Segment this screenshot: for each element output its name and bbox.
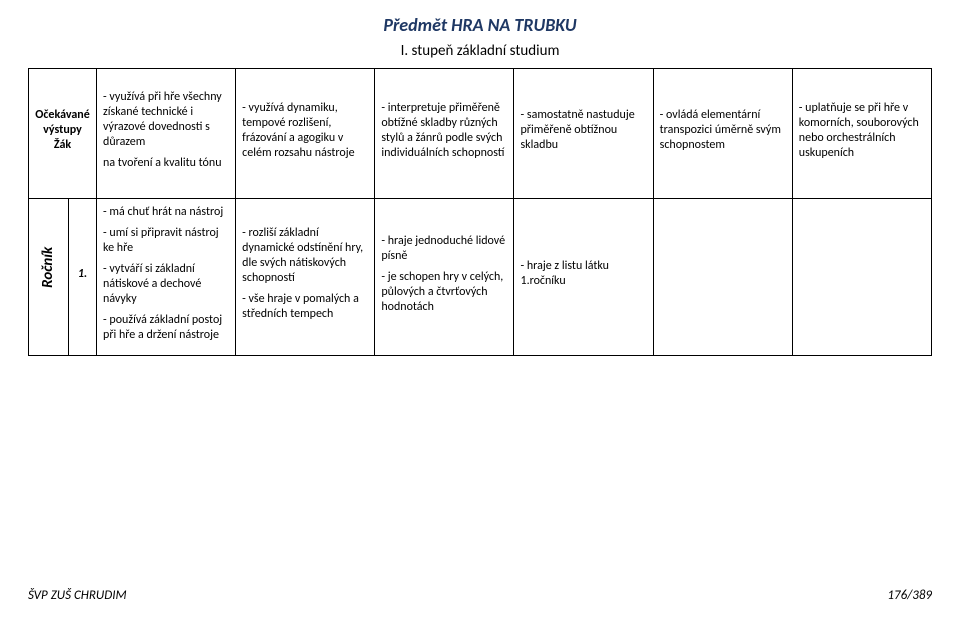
- row-side-label: Ročník: [39, 261, 58, 288]
- footer-right: 176/389: [887, 588, 932, 609]
- body-cell: - hraje z listu látku 1.ročníku: [514, 199, 653, 356]
- page-title: Předmět HRA NA TRUBKU: [28, 14, 932, 36]
- body-cell: - má chuť hrát na nástroj- umí si připra…: [97, 199, 236, 356]
- table-header-row: Očekávané výstupyŽák - využívá při hře v…: [29, 69, 932, 199]
- header-cell: - využívá dynamiku, tempové rozlišení, f…: [236, 69, 375, 199]
- row-side-label-cell: Ročník: [29, 199, 69, 356]
- header-cell: - interpretuje přiměřeně obtížné skladby…: [375, 69, 514, 199]
- body-cell: [653, 199, 792, 356]
- body-cell: - hraje jednoduché lidové písně- je scho…: [375, 199, 514, 356]
- page: Předmět HRA NA TRUBKU I. stupeň základní…: [0, 0, 960, 619]
- header-cell: - využívá při hře všechny získané techni…: [97, 69, 236, 199]
- curriculum-table: Očekávané výstupyŽák - využívá při hře v…: [28, 68, 932, 356]
- table-row: Ročník 1. - má chuť hrát na nástroj- umí…: [29, 199, 932, 356]
- body-cell: [792, 199, 931, 356]
- row-number: 1.: [69, 199, 97, 356]
- body-cell: - rozliší základní dynamické odstínění h…: [236, 199, 375, 356]
- header-side-label: Očekávané výstupyŽák: [29, 69, 97, 199]
- footer-left: ŠVP ZUŠ CHRUDIM: [28, 588, 127, 609]
- page-footer: ŠVP ZUŠ CHRUDIM 176/389: [28, 588, 932, 609]
- header-cell: - ovládá elementární transpozici úměrně …: [653, 69, 792, 199]
- header-cell: - samostatně nastuduje přiměřeně obtížno…: [514, 69, 653, 199]
- page-subtitle: I. stupeň základní studium: [28, 42, 932, 60]
- header-cell: - uplatňuje se při hře v komorních, soub…: [792, 69, 931, 199]
